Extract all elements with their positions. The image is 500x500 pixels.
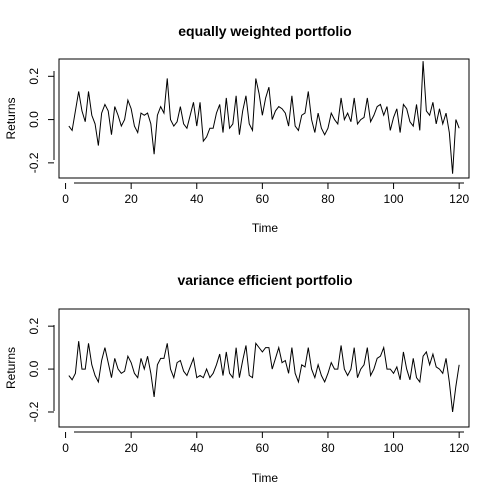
y-ticks: -0.2 0.0 0.2 bbox=[27, 317, 54, 422]
y-tick-label: -0.2 bbox=[27, 401, 41, 422]
x-axis-label: Time bbox=[252, 471, 279, 485]
plot-frame bbox=[58, 308, 470, 428]
series-layer bbox=[68, 341, 460, 413]
x-tick-label: 120 bbox=[449, 192, 469, 206]
y-tick-label: -0.2 bbox=[27, 152, 41, 173]
plot-frame bbox=[58, 58, 470, 179]
y-axis: -0.2 0.0 0.2 bbox=[27, 317, 55, 422]
y-axis: -0.2 0.0 0.2 bbox=[27, 68, 55, 173]
x-tick-label: 40 bbox=[190, 192, 204, 206]
y-tick-label: 0.0 bbox=[27, 360, 41, 377]
x-ticks: 0 20 40 60 80 100 120 bbox=[62, 183, 469, 206]
x-tick-label: 20 bbox=[124, 192, 138, 206]
x-axis: 0 20 40 60 80 100 120 bbox=[62, 431, 469, 455]
x-tick-label: 40 bbox=[190, 441, 204, 455]
x-tick-label: 0 bbox=[62, 441, 69, 455]
y-ticks: -0.2 0.0 0.2 bbox=[27, 68, 54, 173]
chart-title: equally weighted portfolio bbox=[178, 23, 351, 39]
chart-title: variance efficient portfolio bbox=[177, 272, 352, 288]
series-line bbox=[68, 341, 460, 413]
x-tick-label: 80 bbox=[321, 441, 335, 455]
x-ticks: 0 20 40 60 80 100 120 bbox=[62, 432, 469, 455]
chart-panel-top: equally weighted portfolio 0 20 40 60 80 100 1… bbox=[4, 23, 470, 235]
y-tick-label: 0.2 bbox=[27, 68, 41, 85]
x-tick-label: 80 bbox=[321, 192, 335, 206]
chart-panel-bottom: variance efficient portfolio 0 20 40 60 80 10… bbox=[4, 272, 470, 485]
x-tick-label: 0 bbox=[62, 192, 69, 206]
series-line bbox=[68, 61, 460, 174]
y-tick-label: 0.0 bbox=[27, 111, 41, 128]
y-axis-label: Returns bbox=[4, 97, 18, 139]
x-axis-label: Time bbox=[252, 221, 279, 235]
x-axis: 0 20 40 60 80 100 120 bbox=[62, 182, 469, 206]
x-tick-label: 20 bbox=[124, 441, 138, 455]
y-tick-label: 0.2 bbox=[27, 317, 41, 334]
x-tick-label: 60 bbox=[256, 192, 270, 206]
y-axis-label: Returns bbox=[4, 347, 18, 389]
x-tick-label: 100 bbox=[384, 192, 404, 206]
x-tick-label: 60 bbox=[256, 441, 270, 455]
series-layer bbox=[68, 61, 460, 174]
x-tick-label: 100 bbox=[384, 441, 404, 455]
x-tick-label: 120 bbox=[449, 441, 469, 455]
